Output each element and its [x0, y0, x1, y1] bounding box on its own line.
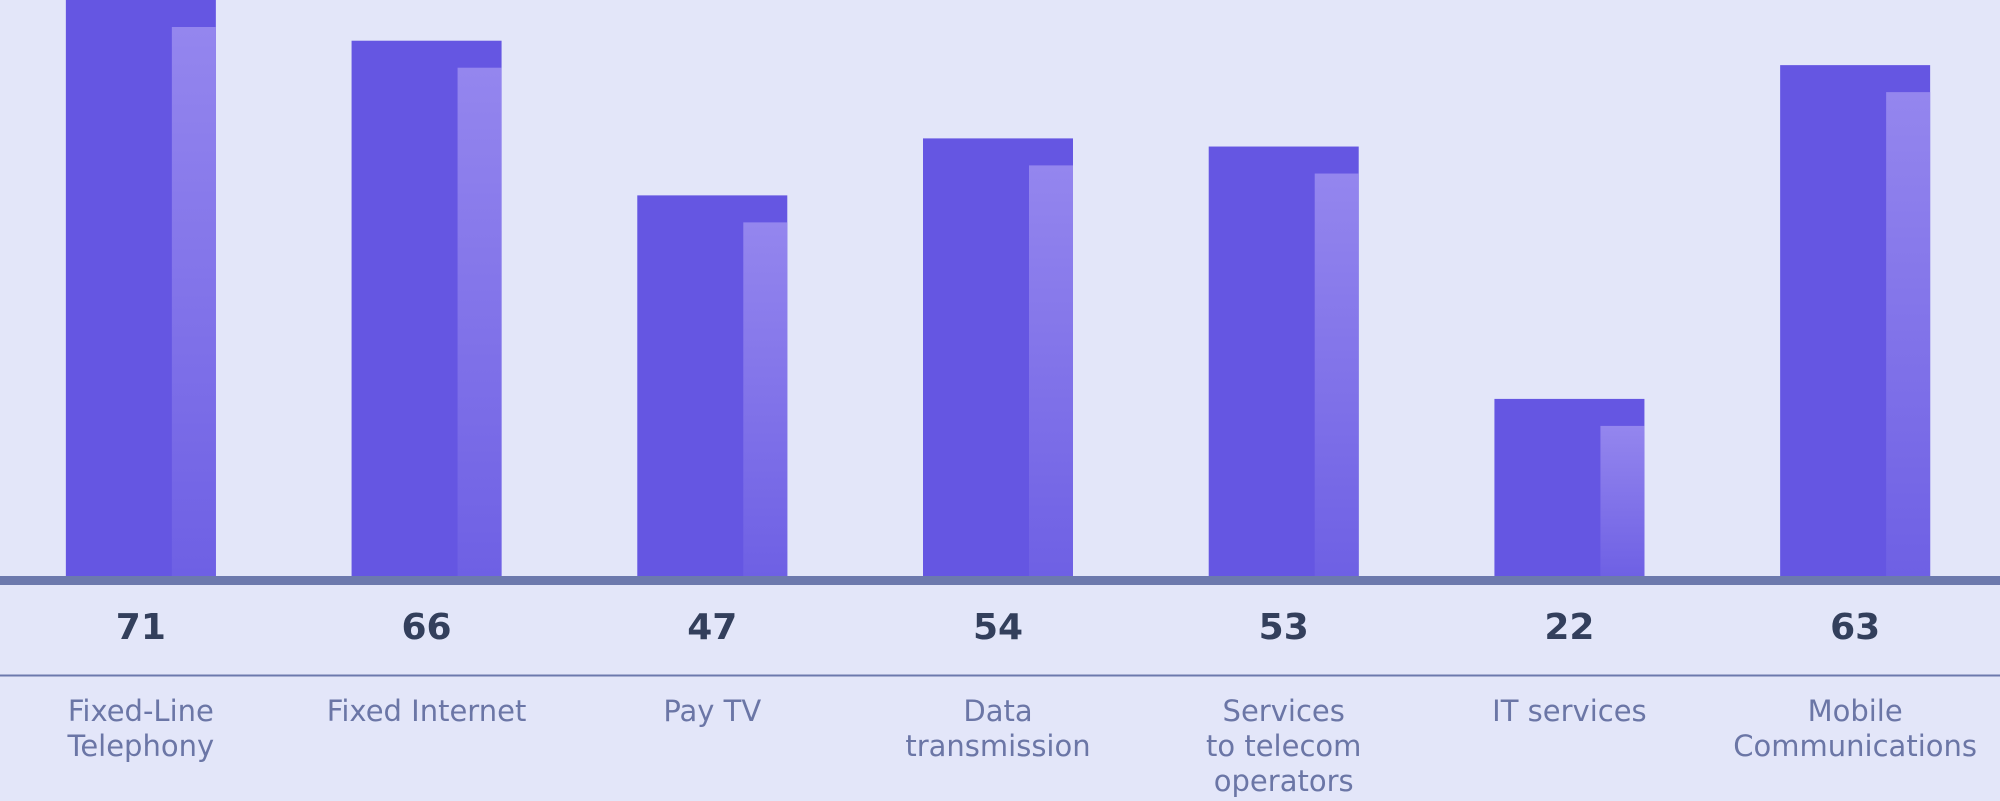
category-label: Mobile Communications: [1733, 694, 1977, 763]
value-label: 63: [1830, 607, 1881, 648]
value-label: 47: [687, 607, 738, 648]
category-label: Fixed Internet: [326, 694, 527, 728]
value-label: 53: [1258, 607, 1309, 648]
category-label: Pay TV: [663, 694, 762, 728]
value-label: 54: [972, 607, 1024, 648]
category-label: Fixed-Line Telephony: [67, 694, 215, 763]
bar-highlight: [1600, 425, 1645, 578]
bar-highlight: [1029, 165, 1073, 579]
value-label: 22: [1544, 607, 1595, 648]
bar-highlight: [171, 27, 216, 578]
category-label: Data transmission: [905, 694, 1091, 763]
bar-highlight: [457, 67, 502, 578]
bar-highlight: [1886, 92, 1931, 578]
value-label: 71: [115, 607, 166, 648]
bar-highlight: [743, 222, 788, 578]
category-label: IT services: [1492, 694, 1647, 728]
bar-highlight: [1314, 173, 1359, 578]
value-label: 66: [401, 607, 452, 648]
bars-group: [65, 0, 1931, 579]
category-label: Services to telecom operators: [1206, 694, 1362, 798]
